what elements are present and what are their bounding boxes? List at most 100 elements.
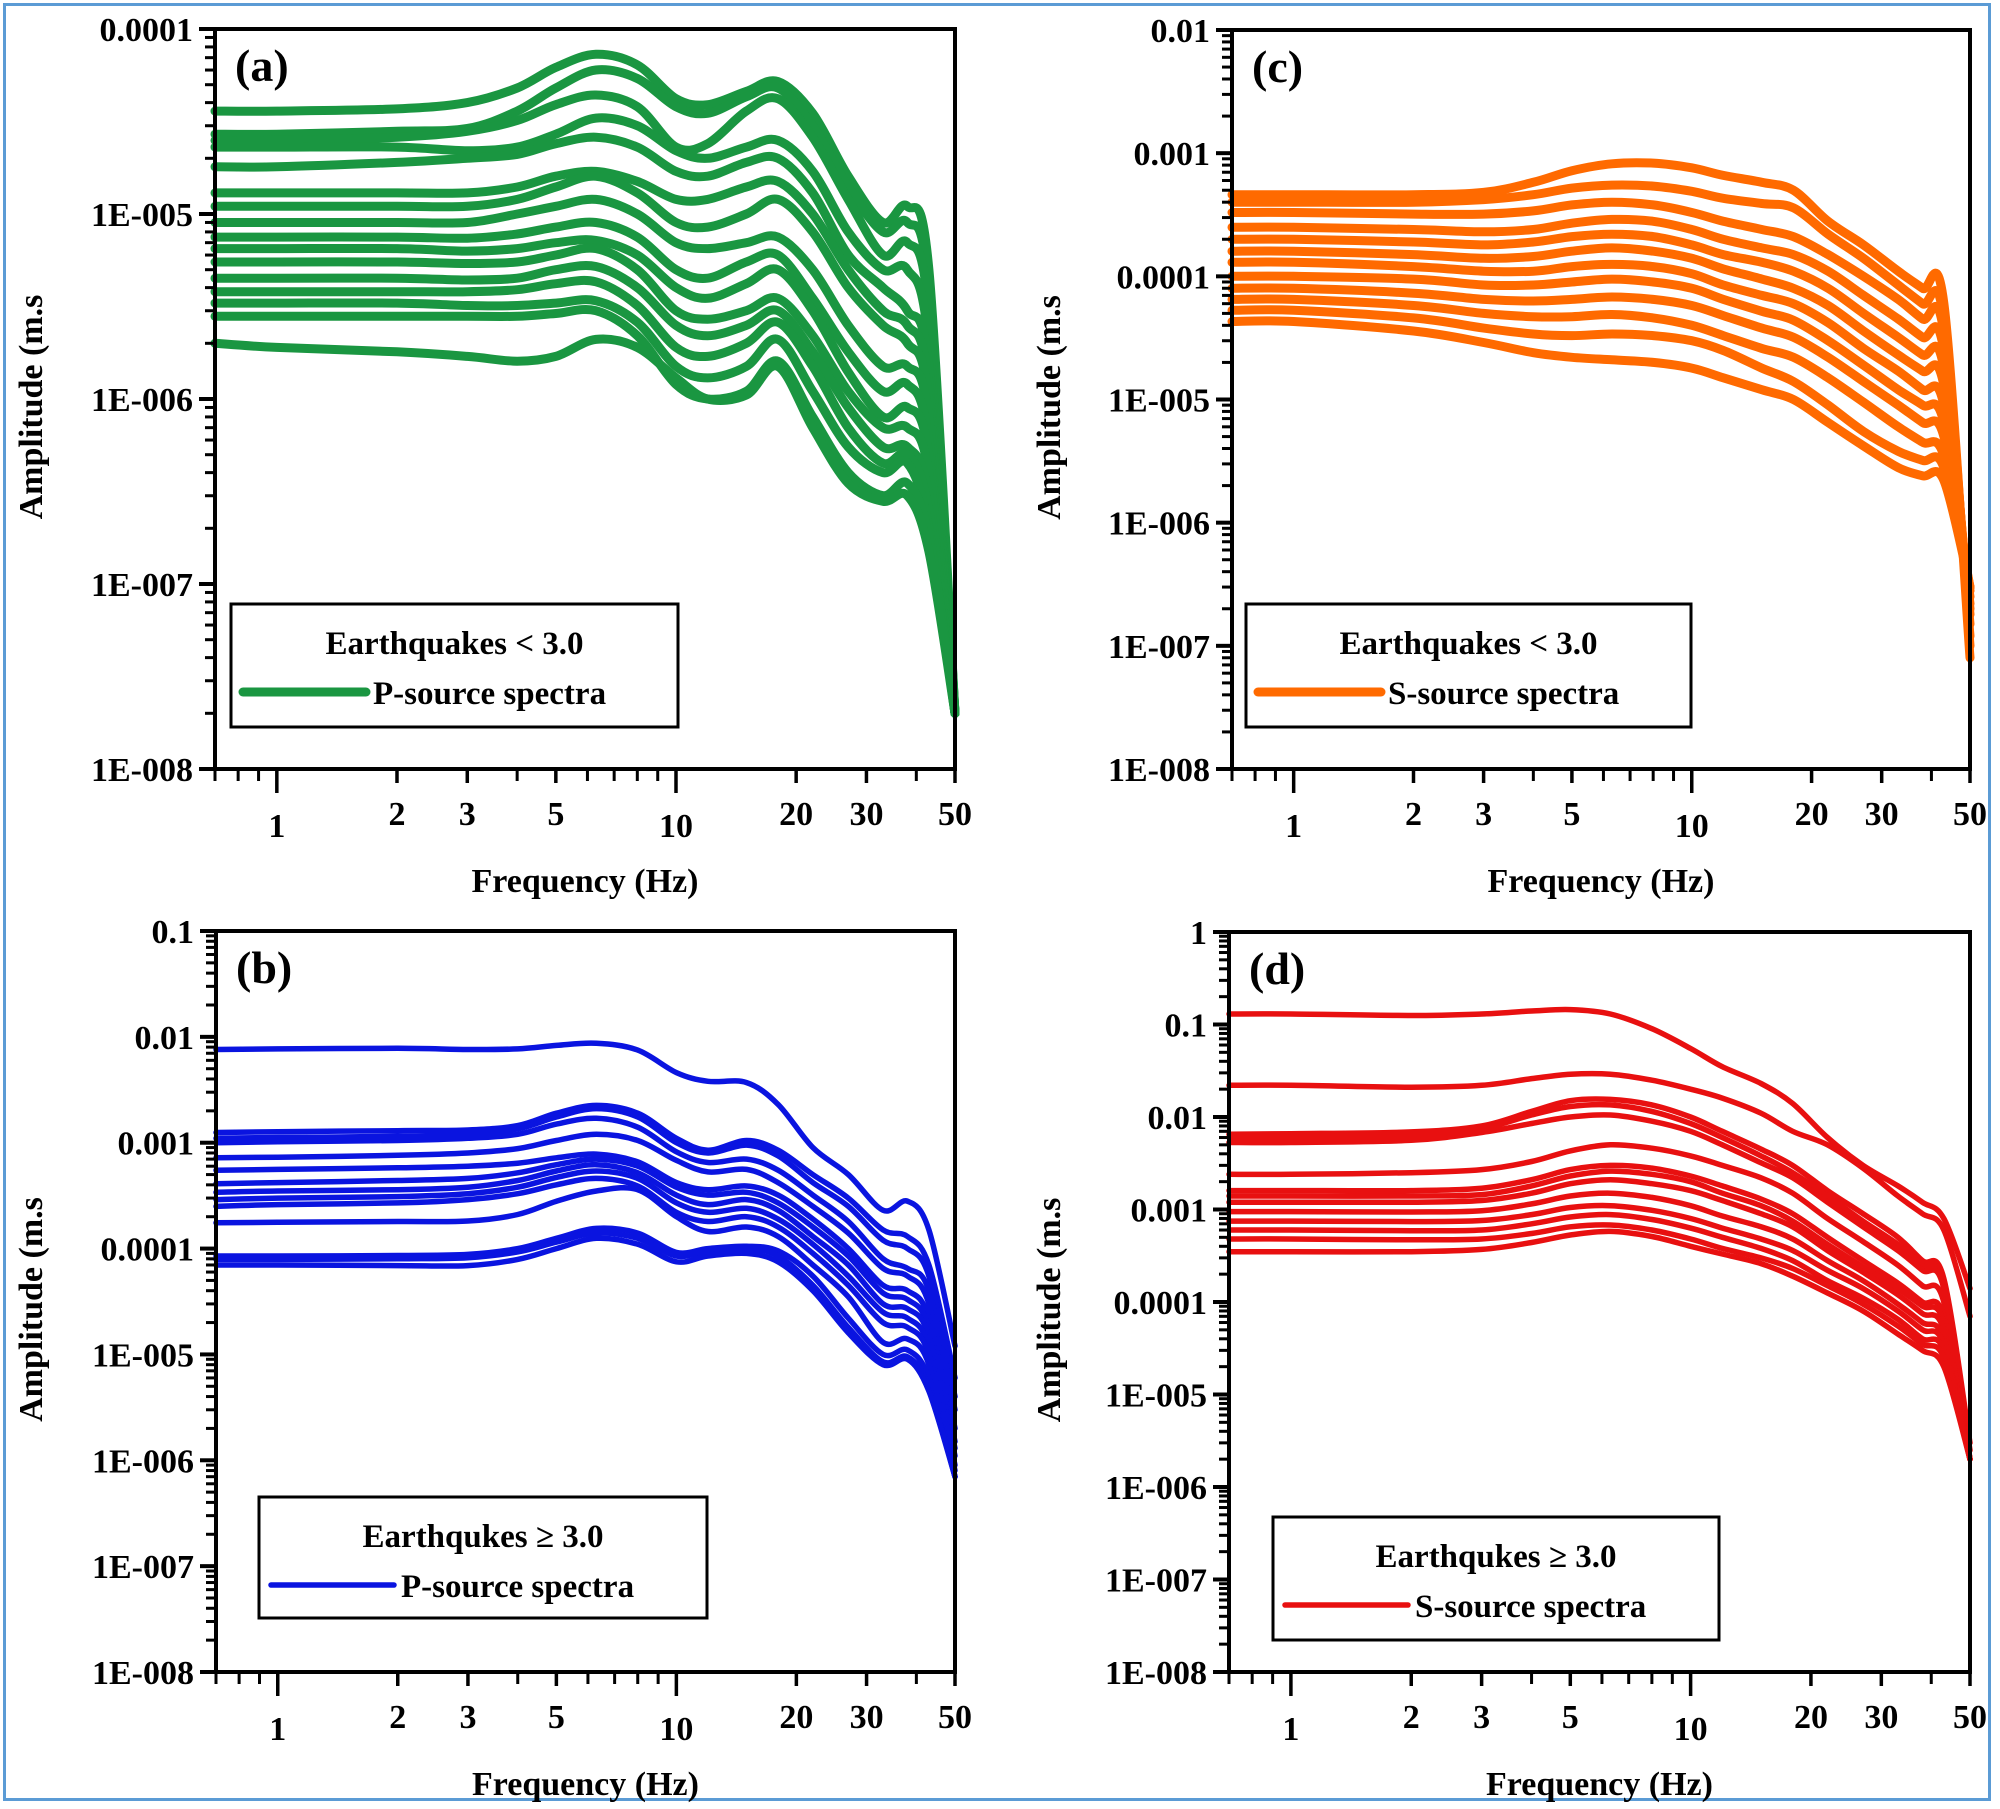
y-tick-label: 1E-005: [1108, 383, 1210, 420]
figure-border: [3, 3, 1991, 1801]
series-line-12: [213, 1225, 958, 1480]
panel-b-legend: Earthqukes ≥ 3.0 P-source spectra: [257, 1495, 709, 1620]
x-tick-label: 2: [1405, 796, 1422, 833]
x-tick-label: 50: [1953, 1699, 1987, 1736]
y-tick-label: 0.0001: [1114, 1285, 1208, 1322]
x-tick-label: 50: [1953, 796, 1987, 833]
series-line-12: [1227, 316, 1975, 592]
x-tick-label: 50: [938, 796, 972, 833]
legend-title: Earthquakes < 3.0: [1339, 626, 1597, 662]
x-tick-label: 10: [659, 808, 693, 845]
series-line-9: [1226, 1176, 1973, 1462]
series-line-1: [210, 49, 960, 718]
series-line-5: [1227, 229, 1975, 619]
panel-b-y-axis-title: Amplitude (m.s: [13, 1197, 50, 1422]
series-line-14: [210, 295, 960, 718]
legend-box: [1271, 1515, 1721, 1642]
x-tick-label: 5: [548, 1699, 565, 1736]
x-tick-label: 30: [849, 796, 883, 833]
x-tick-label: 1: [1285, 808, 1302, 845]
y-tick-label: 1E-007: [1105, 1563, 1207, 1600]
series-line-8: [1227, 271, 1975, 602]
series-line-3: [213, 1105, 958, 1400]
x-tick-label: 2: [1403, 1699, 1420, 1736]
y-tick-label: 0.1: [1165, 1008, 1208, 1045]
series-line-7: [213, 1156, 958, 1451]
panel-d: 1E-008 1E-007 1E-006 1E-005 0.0001 0.001 0.01 0…: [1031, 915, 1987, 1803]
y-tick-label: 0.01: [1148, 1100, 1208, 1137]
y-tick-label: 1E-006: [91, 382, 193, 419]
y-tick-label: 0.01: [135, 1020, 195, 1057]
series-line-9: [210, 217, 960, 718]
panel-b-label: (b): [236, 942, 292, 993]
series-line-5: [213, 1131, 958, 1432]
legend-entry: P-source spectra: [373, 676, 606, 712]
panel-d-curves: [1226, 1006, 1973, 1462]
series-line-7: [1226, 1162, 1973, 1462]
panel-c: 1E-008 1E-007 1E-006 1E-005 0.0001 0.001 0.01 1…: [1031, 13, 1987, 900]
x-tick-label: 10: [1675, 808, 1709, 845]
series-line-6: [213, 1151, 958, 1445]
series-line-14: [1226, 1228, 1973, 1462]
panel-b-x-axis-title: Frequency (Hz): [472, 1766, 699, 1803]
series-line-4: [210, 113, 960, 718]
legend-entry: P-source spectra: [401, 1569, 634, 1605]
panel-b: 1E-008 1E-007 1E-006 1E-005 0.0001 0.001 0.01 0…: [13, 914, 972, 1803]
series-line-3: [1226, 1096, 1973, 1446]
panel-c-label: (c): [1252, 41, 1303, 92]
series-line-4: [1226, 1101, 1973, 1453]
plot-frame: [214, 929, 957, 1674]
series-line-7: [1227, 257, 1975, 609]
x-tick-label: 30: [850, 1699, 884, 1736]
panel-c-axes: 1E-008 1E-007 1E-006 1E-005 0.0001 0.001 0.01 1…: [1108, 13, 1987, 845]
x-tick-label: 5: [1563, 796, 1580, 833]
series-line-12: [1226, 1211, 1973, 1462]
series-line-10: [213, 1175, 958, 1474]
y-tick-label: 1E-005: [91, 197, 193, 234]
y-tick-label: 1E-005: [92, 1337, 194, 1374]
panel-a: 1E-008 1E-007 1E-006 1E-005 0.0001 1 2 3 5 10 20 30…: [13, 12, 972, 900]
x-tick-label: 10: [1674, 1711, 1708, 1748]
series-line-6: [210, 166, 960, 718]
series-line-11: [210, 243, 960, 718]
panel-d-y-axis-title: Amplitude (m.s: [1031, 1198, 1068, 1423]
y-tick-label: 1E-005: [1105, 1378, 1207, 1415]
x-tick-label: 1: [268, 808, 285, 845]
x-tick-label: 50: [938, 1699, 972, 1736]
legend-box: [1244, 602, 1693, 729]
x-tick-label: 2: [388, 796, 405, 833]
x-tick-label: 2: [389, 1699, 406, 1736]
series-line-3: [1227, 197, 1975, 641]
y-tick-label: 1E-008: [91, 752, 193, 789]
y-tick-label: 0.1: [152, 914, 195, 951]
y-tick-label: 1E-008: [92, 1655, 194, 1692]
series-line-8: [210, 194, 960, 718]
y-tick-label: 0.0001: [100, 12, 194, 49]
panel-c-y-axis-title: Amplitude (m.s: [1031, 295, 1068, 520]
x-tick-label: 10: [659, 1711, 693, 1748]
series-line-14: [213, 1235, 958, 1480]
x-tick-label: 3: [1473, 1699, 1490, 1736]
series-line-8: [1226, 1168, 1973, 1462]
series-line-2: [1226, 1070, 1973, 1320]
panel-c-legend: Earthquakes < 3.0 S-source spectra: [1244, 602, 1693, 729]
x-tick-label: 5: [1562, 1699, 1579, 1736]
y-tick-label: 1E-008: [1105, 1655, 1207, 1692]
series-line-13: [1226, 1222, 1973, 1462]
x-tick-label: 20: [1794, 1699, 1828, 1736]
y-tick-label: 0.001: [118, 1126, 195, 1163]
x-tick-label: 30: [1865, 796, 1899, 833]
series-line-1: [1226, 1006, 1973, 1292]
x-tick-label: 20: [779, 796, 813, 833]
series-line-1: [1227, 158, 1975, 663]
series-line-6: [1226, 1142, 1973, 1462]
panel-a-legend: Earthquakes < 3.0 P-source spectra: [229, 602, 680, 729]
series-line-9: [1227, 283, 1975, 596]
series-line-4: [213, 1115, 958, 1413]
series-line-16: [210, 334, 960, 718]
series-line-6: [1227, 243, 1975, 614]
y-tick-label: 1E-006: [1108, 506, 1210, 543]
panel-b-curves: [213, 1040, 958, 1480]
y-tick-label: 1E-006: [1105, 1470, 1207, 1507]
